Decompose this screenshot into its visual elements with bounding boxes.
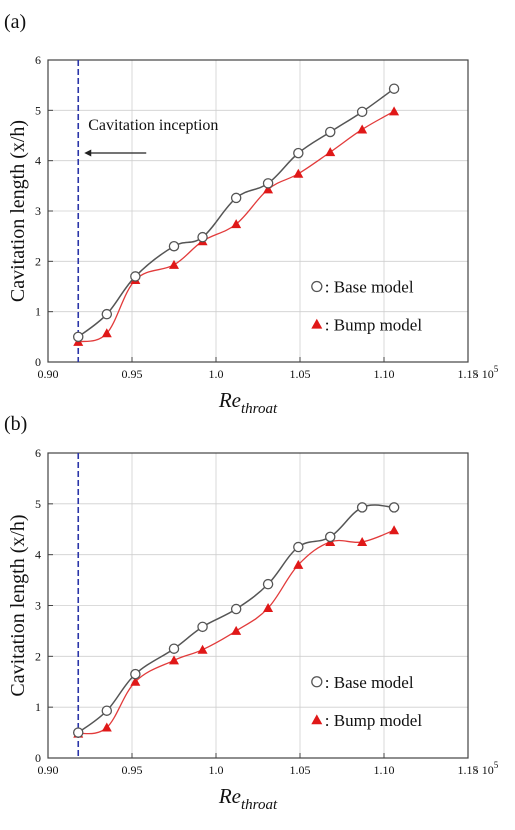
bump-model-point (197, 644, 208, 654)
y-tick-label: 4 (35, 548, 41, 562)
x-axis-label-subscript: throat (241, 401, 278, 417)
x-axis-label: Rethroat (218, 388, 278, 417)
x-tick-label: 0.95 (122, 763, 143, 777)
x-tick-label: 1.10 (374, 367, 395, 381)
bump-model-point (293, 559, 304, 569)
x-axis-label: Rethroat (218, 784, 278, 813)
panel-label: (b) (4, 413, 27, 435)
y-tick-label: 1 (35, 305, 41, 319)
y-tick-label: 0 (35, 355, 41, 369)
x-tick-label: 0.90 (38, 763, 59, 777)
y-tick-label: 2 (35, 254, 41, 268)
y-tick-label: 6 (35, 53, 41, 67)
bump-model-point (263, 184, 274, 194)
x-tick-label: 1.05 (290, 763, 311, 777)
legend-base-marker (311, 676, 323, 688)
base-model-point (262, 178, 274, 189)
base-model-point (293, 541, 304, 553)
base-model-point (230, 603, 242, 615)
base-model-point (388, 83, 400, 94)
bump-model-point (231, 625, 242, 635)
bump-model-point (357, 536, 368, 546)
legend-bump-marker (311, 318, 323, 329)
base-model-point (262, 578, 274, 590)
base-model-point (230, 192, 242, 204)
y-tick-label: 3 (35, 204, 41, 218)
base-model-point (356, 106, 368, 118)
x-tick-label: 1.0 (209, 763, 224, 777)
x-exponent-label: × 105 (472, 760, 499, 777)
base-model-point (130, 668, 141, 680)
bump-model-point (293, 168, 304, 178)
x-axis-label-main: Re (218, 784, 241, 808)
y-axis-label: Cavitation length (x/h) (7, 120, 29, 302)
x-tick-label: 1.15 (458, 367, 479, 381)
bump-model-point (231, 219, 242, 229)
x-tick-label: 1.15 (458, 763, 479, 777)
y-axis-label: Cavitation length (x/h) (7, 514, 29, 696)
bump-model-point (325, 147, 336, 157)
legend-base-label: : Base model (325, 278, 414, 297)
base-model-point (293, 147, 304, 159)
base-model-point (130, 271, 141, 282)
bump-model-point (169, 655, 179, 665)
bump-model-point (389, 525, 400, 535)
legend-bump-marker (311, 714, 323, 725)
base-model-point (324, 126, 336, 138)
base-model-point (197, 621, 208, 633)
x-tick-label: 0.95 (122, 367, 143, 381)
x-axis-label-main: Re (218, 388, 241, 412)
base-model-point (356, 502, 368, 513)
y-tick-label: 5 (35, 497, 41, 511)
base-model-point (324, 531, 336, 543)
bump-model-point (169, 259, 179, 269)
x-tick-label: 1.0 (209, 367, 224, 381)
y-tick-label: 4 (35, 154, 41, 168)
x-tick-label: 1.05 (290, 367, 311, 381)
x-exponent-base: × 10 (472, 367, 494, 381)
annotation-arrowhead (84, 149, 92, 157)
bump-model-point (130, 676, 141, 686)
base-model-point (101, 308, 113, 320)
bump-model-point (357, 124, 368, 134)
panel-label: (a) (4, 11, 26, 33)
legend-bump-label: : Bump model (325, 711, 423, 730)
base-model-point (101, 705, 113, 716)
x-exponent-base: × 10 (472, 763, 494, 777)
y-tick-label: 0 (35, 751, 41, 765)
legend-base-marker (311, 280, 323, 293)
base-model-point (72, 727, 84, 738)
base-model-point (168, 240, 180, 252)
base-model-point (72, 331, 84, 343)
base-model-point (388, 502, 400, 513)
x-exponent-power: 5 (494, 364, 499, 374)
base-model-line (77, 504, 395, 734)
y-tick-label: 5 (35, 103, 41, 117)
x-exponent-power: 5 (494, 760, 499, 770)
y-tick-label: 2 (35, 649, 41, 663)
x-axis-label-subscript: throat (241, 797, 278, 813)
x-tick-label: 1.10 (374, 763, 395, 777)
base-model-point (197, 231, 208, 243)
legend-bump-label: : Bump model (325, 315, 423, 334)
bump-model-point (101, 722, 112, 732)
y-tick-label: 3 (35, 599, 41, 613)
legend-base-label: : Base model (325, 673, 414, 692)
bump-model-point (263, 603, 274, 613)
bump-model-point (389, 106, 400, 116)
y-tick-label: 1 (35, 700, 41, 714)
x-tick-label: 0.90 (38, 367, 59, 381)
inception-annotation: Cavitation inception (88, 117, 218, 134)
bump-model-point (101, 328, 112, 338)
x-exponent-label: × 105 (472, 364, 499, 381)
base-model-point (168, 643, 180, 654)
y-tick-label: 6 (35, 446, 41, 460)
